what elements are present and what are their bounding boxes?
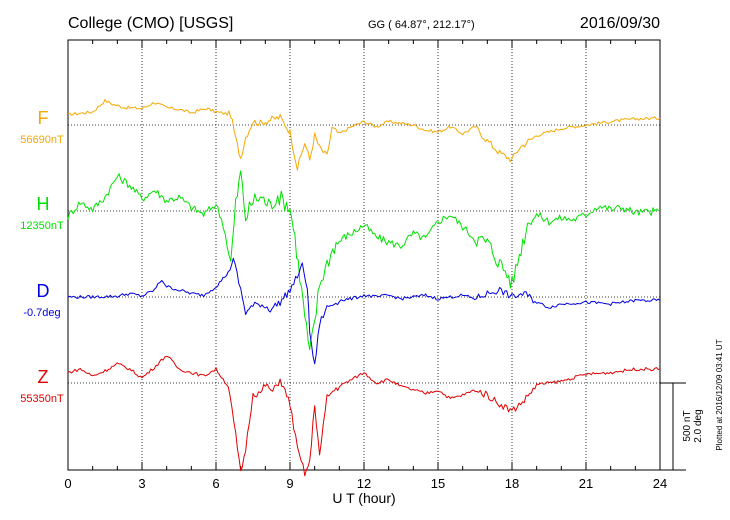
series-line-D (67, 257, 661, 365)
x-tick-label: 18 (505, 476, 519, 491)
x-tick-labels: 0 3 6 9 12 15 18 21 24 (64, 476, 667, 491)
grid-lines (68, 40, 660, 470)
series-label-D: D (37, 281, 50, 301)
plotted-at-note: Plotted at 2016/12/09 03:41 UT (715, 339, 724, 450)
x-tick-label: 21 (579, 476, 593, 491)
x-tick-label: 15 (431, 476, 445, 491)
baseline-label-F: 56690nT (20, 134, 64, 146)
x-tick-label: 0 (64, 476, 71, 491)
data-traces (67, 99, 661, 477)
series-line-F (67, 99, 661, 171)
scale-bar-label: 500 nT2.0 deg (682, 409, 704, 442)
x-tick-label: 12 (357, 476, 371, 491)
x-axis-label: U T (hour) (332, 490, 395, 506)
axis-ticks (67, 40, 661, 470)
series-line-Z (67, 355, 661, 477)
baseline-label-H: 12350nT (20, 220, 64, 232)
x-tick-label: 3 (138, 476, 145, 491)
x-tick-label: 6 (212, 476, 219, 491)
series-label-F: F (38, 108, 49, 128)
series-line-H (67, 170, 661, 351)
coordinates-label: GG ( 64.87°, 212.17°) (368, 19, 475, 31)
station-title: College (CMO) [USGS] (68, 15, 233, 32)
scale-bar-label-line: 500 nT (682, 410, 693, 441)
baseline-label-Z: 55350nT (20, 393, 64, 405)
scale-bar: 500 nT2.0 deg (660, 382, 704, 471)
series-label-Z: Z (38, 367, 49, 387)
x-tick-label: 24 (653, 476, 667, 491)
scale-bar-label-line: 2.0 deg (693, 409, 704, 442)
date-label: 2016/09/30 (580, 15, 660, 32)
x-tick-label: 9 (286, 476, 293, 491)
series-label-H: H (37, 194, 50, 214)
plot-frame (67, 39, 661, 471)
baseline-label-D: -0.7deg (23, 307, 60, 319)
